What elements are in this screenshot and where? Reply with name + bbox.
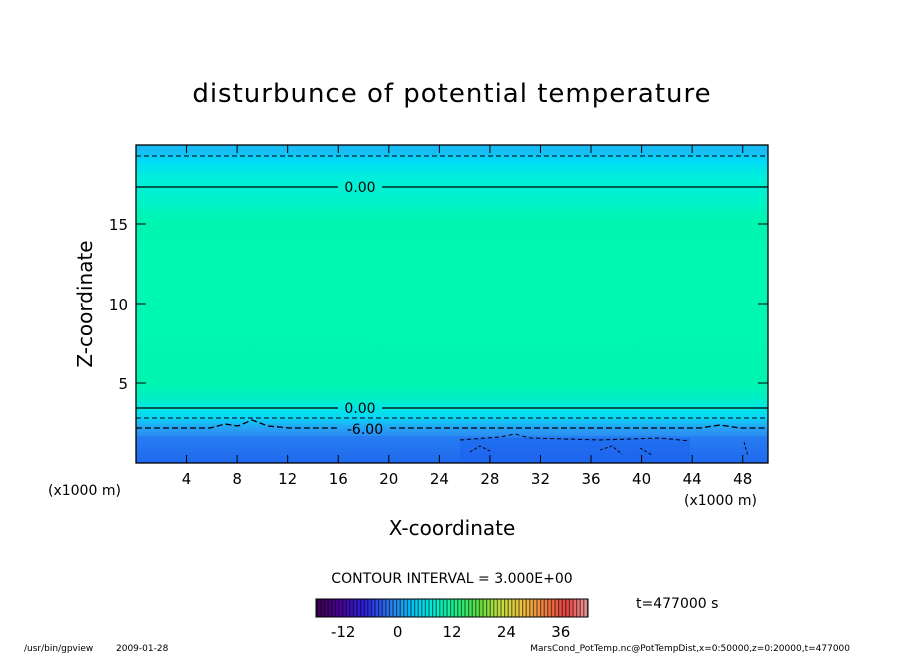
colorbar-tick-label: 36 xyxy=(551,623,570,641)
colorbar-tick-label: 0 xyxy=(393,623,403,641)
plot-area: 0.00 0.00 -6.00 xyxy=(135,144,769,464)
footer-program: /usr/bin/gpview xyxy=(24,644,93,654)
y-tick-label: 5 xyxy=(118,375,128,393)
x-tick-label: 12 xyxy=(278,470,297,488)
y-axis: 5 10 15 Z-coordinate xyxy=(73,216,768,393)
y-tick-label: 15 xyxy=(109,216,128,234)
x-tick-label: 4 xyxy=(182,470,192,488)
chart-title: disturbunce of potential temperature xyxy=(192,79,711,109)
contour-small-cells xyxy=(469,441,749,457)
contour-label-upper: 0.00 xyxy=(344,180,375,196)
x-tick-label: 28 xyxy=(480,470,499,488)
colorbar-frame xyxy=(315,598,589,618)
colorbar-tick-label: -12 xyxy=(331,623,356,641)
time-label: t=477000 s xyxy=(636,596,718,612)
contour-label-minus6: -6.00 xyxy=(347,422,383,438)
x-tick-label: 8 xyxy=(232,470,242,488)
footer-source: MarsCond_PotTemp.nc@PotTempDist,x=0:5000… xyxy=(530,644,850,654)
x-tick-label: 32 xyxy=(531,470,550,488)
potential-temperature-field xyxy=(136,145,768,463)
x-tick-label: 36 xyxy=(581,470,600,488)
x-axis-label: X-coordinate xyxy=(389,516,516,540)
colorbar-stripes xyxy=(316,599,588,617)
colorbar-tick-label: 24 xyxy=(497,623,516,641)
lower-layer-shade xyxy=(136,436,768,463)
contour-interval-text: CONTOUR INTERVAL = 3.000E+00 xyxy=(331,571,572,587)
y-tick-label: 10 xyxy=(109,296,128,314)
contour-label-lower: 0.00 xyxy=(344,401,375,417)
disturbance-patch xyxy=(460,438,690,463)
x-tick-label: 48 xyxy=(733,470,752,488)
x-tick-label: 24 xyxy=(430,470,449,488)
x-tick-label: 40 xyxy=(632,470,651,488)
x-axis: (x1000 m) (x1000 m) X-coordinate 4 8 12 16 2… xyxy=(48,145,757,540)
footer-date: 2009-01-28 xyxy=(116,644,169,654)
y-axis-label: Z-coordinate xyxy=(73,240,97,367)
colorbar-tick-label: 12 xyxy=(442,623,461,641)
x-tick-label: 20 xyxy=(379,470,398,488)
colorbar: -12 0 12 24 36 xyxy=(315,598,589,641)
x-tick-label: 16 xyxy=(329,470,348,488)
x-tick-label: 44 xyxy=(683,470,702,488)
contour-minus9 xyxy=(459,433,691,442)
contour-minus6-left xyxy=(136,419,338,429)
x-unit-label-right: (x1000 m) xyxy=(684,493,757,509)
x-unit-label-left: (x1000 m) xyxy=(48,483,121,499)
